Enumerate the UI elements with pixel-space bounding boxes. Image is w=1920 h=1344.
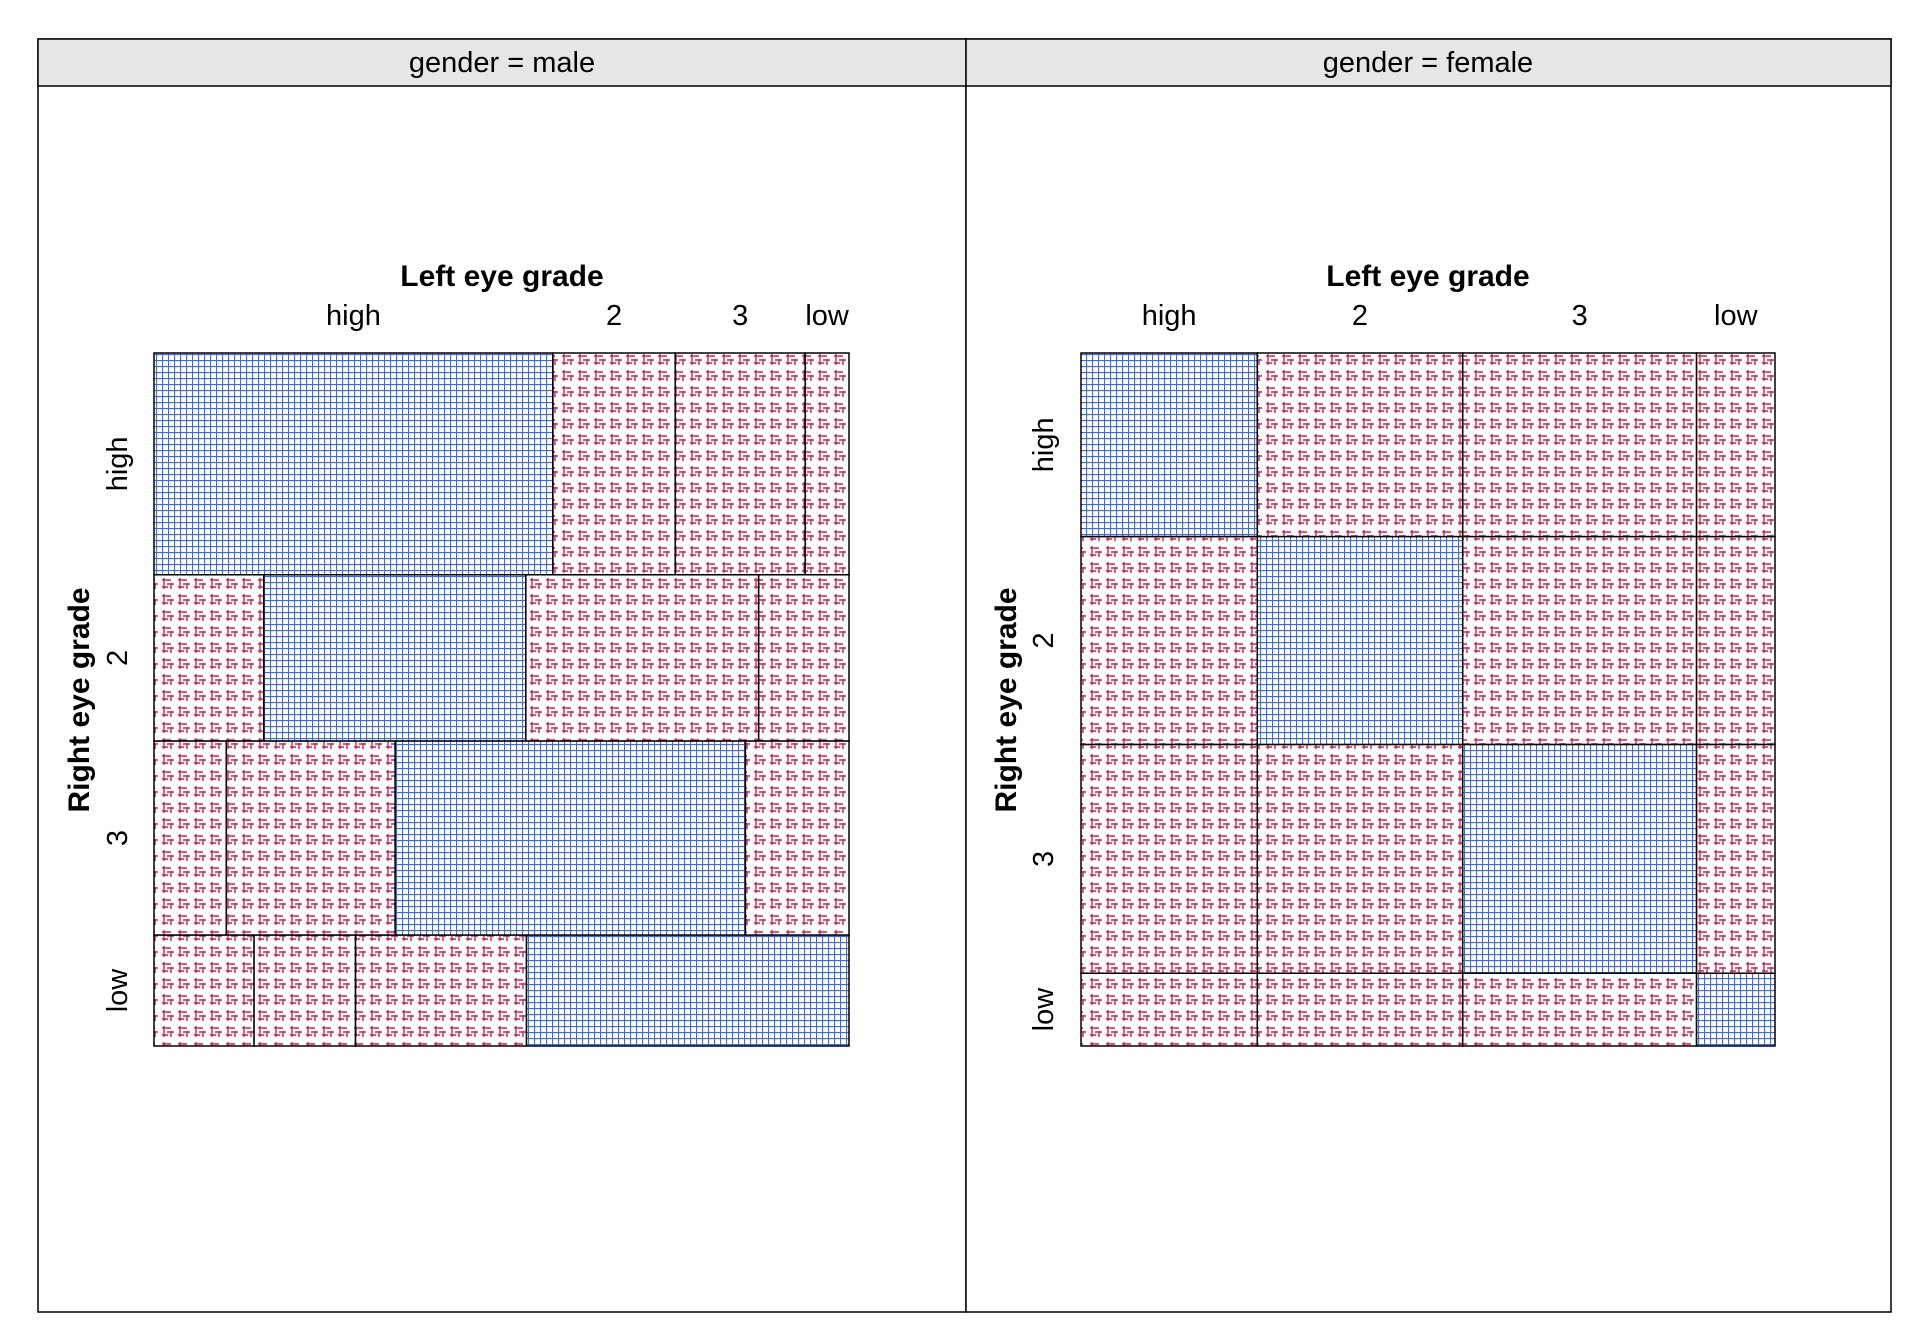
column-tick-label-male-0: high (326, 300, 381, 332)
mosaic-cell-female-r1-c2 (1461, 535, 1698, 746)
mosaic-cell-female-r3-c3 (1695, 972, 1776, 1047)
row-tick-label-female-3: low (1028, 987, 1060, 1032)
mosaic-cell-male-r3-c1 (253, 934, 357, 1047)
mosaic-cell-male-r2-c1 (225, 740, 396, 936)
mosaic-cell-male-r0-c2 (674, 352, 806, 576)
column-tick-label-male-2: 3 (732, 300, 748, 332)
mosaic-cell-female-r0-c0 (1080, 352, 1259, 538)
mosaic-cell-male-r1-c1 (263, 574, 527, 742)
mosaic-male: high 2 3 low high 2 3 low (102, 300, 850, 1047)
strip-female (965, 38, 1892, 87)
mosaic-cell-female-r0-c2 (1461, 352, 1698, 538)
mosaic-cell-male-r2-c3 (744, 740, 850, 936)
mosaic-cell-female-r2-c0 (1080, 743, 1259, 974)
mosaic-cell-female-r3-c2 (1461, 972, 1698, 1047)
row-variable-title-male: Right eye grade (63, 587, 96, 812)
row-tick-label-male-0: high (102, 436, 134, 491)
mosaic-cell-female-r2-c2 (1461, 743, 1698, 974)
mosaic-cell-female-r0-c1 (1256, 352, 1464, 538)
mosaic-cell-male-r0-c0 (153, 352, 554, 576)
mosaic-cell-male-r1-c3 (757, 574, 850, 742)
mosaic-cell-female-r2-c3 (1695, 743, 1776, 974)
mosaic-cell-female-r1-c1 (1256, 535, 1464, 746)
mosaic-cell-female-r3-c1 (1256, 972, 1464, 1047)
mosaic-cell-male-r1-c0 (153, 574, 265, 742)
row-tick-label-female-0: high (1028, 417, 1060, 472)
column-tick-label-female-2: 3 (1572, 300, 1588, 332)
mosaic-cell-male-r3-c0 (153, 934, 255, 1047)
mosaic-cell-male-r3-c3 (525, 934, 850, 1047)
mosaic-female: high 2 3 low high 2 3 low (1028, 300, 1776, 1047)
row-variable-title-female: Right eye grade (990, 587, 1023, 812)
mosaic-cell-male-r3-c2 (354, 934, 528, 1047)
column-tick-label-male-1: 2 (606, 300, 622, 332)
strip-label-female: gender = female (1323, 47, 1533, 79)
column-variable-title-male: Left eye grade (400, 260, 603, 293)
mosaic-cell-female-r1-c0 (1080, 535, 1259, 746)
mosaic-cell-male-r2-c2 (394, 740, 747, 936)
mosaic-cell-male-r0-c1 (552, 352, 676, 576)
column-tick-label-male-3: low (805, 300, 850, 332)
strip-label-male: gender = male (409, 47, 595, 79)
mosaic-cell-male-r0-c3 (804, 352, 850, 576)
row-tick-label-female-2: 3 (1028, 851, 1060, 867)
row-tick-label-male-2: 3 (102, 830, 134, 846)
column-tick-label-female-3: low (1714, 300, 1759, 332)
row-tick-label-male-3: low (102, 968, 134, 1013)
mosaic-cell-male-r1-c2 (525, 574, 760, 742)
mosaic-cell-female-r0-c3 (1695, 352, 1776, 538)
column-tick-label-female-0: high (1142, 300, 1197, 332)
mosaic-cell-male-r2-c0 (153, 740, 228, 936)
column-variable-title-female: Left eye grade (1326, 260, 1529, 293)
mosaic-cell-female-r1-c3 (1695, 535, 1776, 746)
column-tick-label-female-1: 2 (1352, 300, 1368, 332)
row-tick-label-male-1: 2 (102, 650, 134, 666)
row-tick-label-female-1: 2 (1028, 633, 1060, 649)
mosaic-cell-female-r2-c1 (1256, 743, 1464, 974)
strip-male (37, 38, 967, 87)
mosaic-cell-female-r3-c0 (1080, 972, 1259, 1047)
